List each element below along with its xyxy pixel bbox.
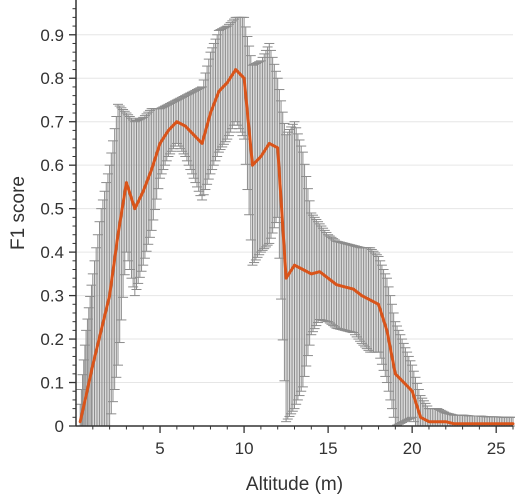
x-tick-label: 5 xyxy=(155,439,164,458)
x-tick-label: 20 xyxy=(403,439,422,458)
y-tick-label: 0.1 xyxy=(40,374,64,393)
y-ticks: 0 0.1 0.2 0.3 0.4 0.5 0.6 0.7 0.8 0.9 xyxy=(40,8,76,436)
y-tick-label: 0.2 xyxy=(40,330,64,349)
y-axis-label: F1 score xyxy=(8,176,29,250)
y-tick-label: 0.9 xyxy=(40,26,64,45)
x-tick-label: 25 xyxy=(487,439,506,458)
y-tick-label: 0.8 xyxy=(40,69,64,88)
x-ticks: 5 10 15 20 25 xyxy=(92,426,514,458)
y-tick-label: 0 xyxy=(55,417,64,436)
error-bars xyxy=(75,16,515,427)
x-tick-label: 10 xyxy=(235,439,254,458)
f1-score-line xyxy=(78,68,515,426)
y-tick-label: 0.5 xyxy=(40,200,64,219)
y-tick-label: 0.7 xyxy=(40,113,64,132)
y-tick-label: 0.6 xyxy=(40,156,64,175)
x-axis-label: Altitude (m) xyxy=(246,474,343,495)
y-tick-label: 0.4 xyxy=(40,243,64,262)
x-tick-label: 15 xyxy=(319,439,338,458)
y-tick-label: 0.3 xyxy=(40,287,64,306)
